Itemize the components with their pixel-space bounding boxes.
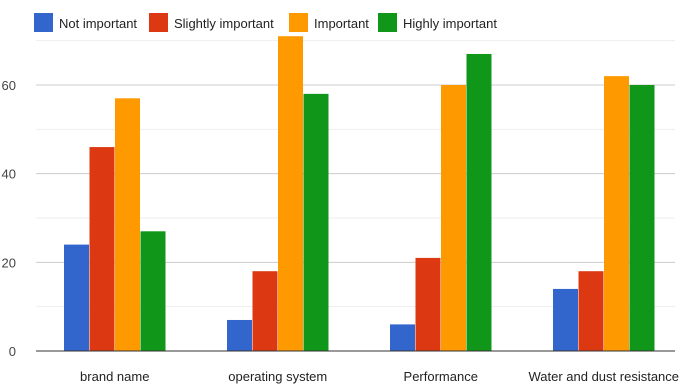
x-category-label: Performance (404, 369, 478, 384)
y-tick-label: 60 (2, 78, 16, 93)
bar-highly-important (466, 53, 492, 351)
bar-important (441, 85, 466, 351)
bar-highly-important (629, 85, 655, 351)
legend-swatch (378, 13, 397, 32)
legend-label: Important (314, 16, 369, 31)
bar-highly-important (140, 231, 166, 351)
y-tick-label: 0 (9, 344, 16, 359)
legend-label: Not important (59, 16, 137, 31)
bar-not-important (390, 324, 415, 351)
legend-swatch (149, 13, 168, 32)
bar-slightly-important (578, 271, 604, 351)
legend-label: Slightly important (174, 16, 274, 31)
x-category-label: operating system (228, 369, 327, 384)
bar-important (604, 76, 629, 351)
y-tick-label: 20 (2, 255, 16, 270)
x-axis-labels: brand name operating system Performance Wat… (80, 369, 679, 384)
legend-swatch (34, 13, 53, 32)
y-axis-ticks: 0 20 40 60 (2, 78, 16, 359)
bar-important (115, 98, 140, 351)
bar-slightly-important (252, 271, 278, 351)
bar-slightly-important (415, 257, 441, 351)
bars (64, 36, 655, 351)
legend-swatch (289, 13, 308, 32)
bar-not-important (553, 288, 578, 351)
bar-not-important (227, 319, 252, 351)
legend-label: Highly important (403, 16, 497, 31)
legend: Not important Slightly important Important… (34, 13, 497, 32)
x-category-label: Water and dust resistance (528, 369, 679, 384)
bar-slightly-important (89, 147, 115, 351)
bar-not-important (64, 244, 89, 351)
bar-highly-important (303, 93, 329, 351)
y-tick-label: 40 (2, 167, 16, 182)
bar-important (278, 36, 303, 351)
x-category-label: brand name (80, 369, 149, 384)
